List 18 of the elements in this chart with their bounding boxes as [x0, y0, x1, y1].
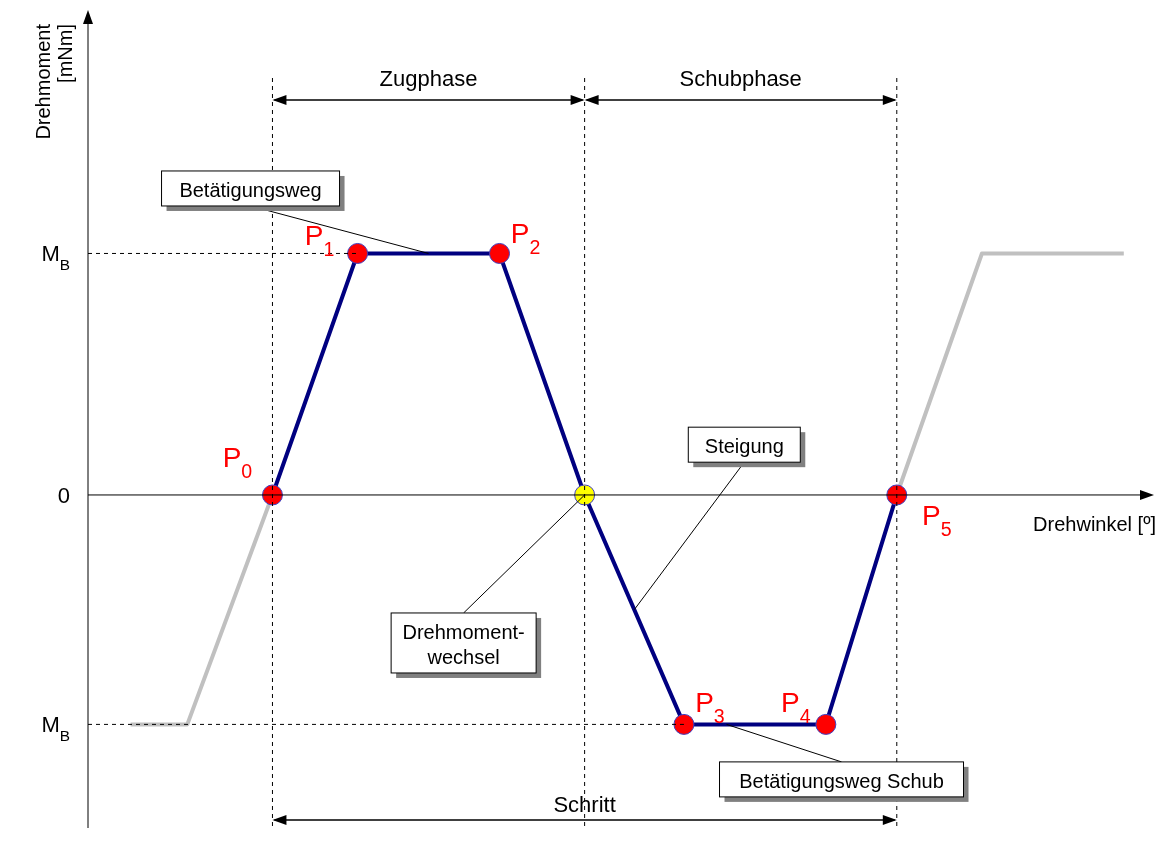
- text: Schubphase: [679, 66, 802, 91]
- ref-line-label: 0: [57, 482, 70, 508]
- text: Betätigungsweg Schub: [739, 769, 944, 792]
- x-axis-title: Drehwinkel [º]: [1033, 512, 1156, 535]
- annotation: P$_{2}$: [510, 218, 541, 259]
- annotation: P$_{3}$: [695, 687, 725, 728]
- annotation: P$_{4}$: [781, 687, 811, 728]
- annotation: Steigung: [704, 435, 784, 458]
- text: Zugphase: [379, 66, 478, 91]
- text: Schritt: [553, 792, 616, 817]
- annotation: P$_{1}$: [304, 220, 335, 261]
- ref-line-label: M$_{B}$: [41, 241, 70, 273]
- ref-line-label: M$_{B}$: [41, 712, 70, 744]
- text: Betätigungsweg: [179, 178, 322, 201]
- text: Drehmoment [mNm]: [32, 23, 76, 140]
- annotation: Drehmoment- wechsel: [402, 620, 525, 668]
- annotation: P$_{0}$: [222, 441, 253, 482]
- annotation: P$_{5}$: [921, 499, 952, 540]
